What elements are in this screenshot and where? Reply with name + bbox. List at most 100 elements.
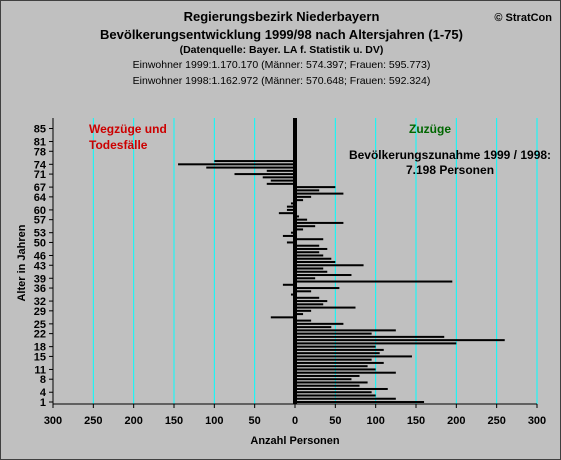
bar-age-41 [295,270,328,273]
bar-age-65 [295,192,344,195]
zero-axis [293,118,297,404]
bar-age-4 [295,391,372,394]
bar-age-50 [286,241,295,244]
bar-age-63 [295,199,304,202]
bar-age-19 [295,342,457,345]
y-tick-label: 32 [34,296,46,308]
bar-age-33 [295,296,320,299]
bar-age-42 [295,267,324,270]
summary-line1: Bevölkerungszunahme 1999 / 1998: [349,148,551,162]
bar-age-62 [290,202,295,205]
y-tick-label: 67 [34,182,46,194]
bar-age-52 [282,234,295,237]
bar-age-39 [295,277,316,280]
bar-age-16 [295,352,380,355]
x-tick-label: 50 [249,415,261,427]
summary-line2: 7.198 Personen [406,163,494,177]
x-axis-label: Anzahl Personen [250,435,340,447]
y-tick-label: 1 [40,397,46,409]
bar-age-9 [295,374,360,377]
bar-age-68 [266,182,295,185]
bar-age-21 [295,335,445,338]
bar-age-27 [270,316,295,319]
y-tick-label: 64 [34,192,47,204]
bar-age-48 [295,247,328,250]
x-tick-label: 200 [124,415,142,427]
bar-age-2 [295,397,396,400]
bar-age-8 [295,378,352,381]
bar-age-24 [295,326,332,329]
bar-age-74 [178,163,295,166]
bar-age-46 [295,254,324,257]
y-tick-label: 15 [34,351,46,363]
y-tick-label: 78 [34,146,46,158]
bar-age-59 [278,212,295,215]
bar-age-73 [206,166,295,169]
inflow-label: Zuzüge [409,122,451,136]
y-tick-label: 74 [34,159,47,171]
bar-age-67 [295,186,336,189]
y-tick-label: 57 [34,215,46,227]
bar-age-1 [295,401,425,403]
bar-age-30 [295,306,356,309]
x-tick-label: 150 [165,415,183,427]
y-tick-label: 22 [34,329,46,341]
bar-age-3 [295,394,376,397]
bar-age-12 [295,365,368,368]
y-tick-label: 18 [34,342,46,354]
bar-age-17 [295,348,384,351]
y-tick-label: 53 [34,228,46,240]
bar-age-15 [295,355,412,358]
bar-age-75 [214,160,295,163]
y-axis-label: Alter in Jahren [16,224,28,301]
bar-age-61 [286,205,295,208]
bar-age-34 [290,293,295,296]
y-tick-label: 81 [34,137,46,149]
bar-age-70 [262,176,295,179]
bar-age-18 [295,345,376,348]
x-tick-label: 300 [44,415,62,427]
chart-subtitle: Bevölkerungsentwicklung 1999/98 nach Alt… [100,27,463,42]
bar-age-72 [266,169,295,172]
bar-age-38 [295,280,453,283]
x-tick-label: 250 [84,415,102,427]
data-source: (Datenquelle: Bayer. LA f. Statistik u. … [179,44,384,56]
y-tick-label: 71 [34,169,46,181]
bar-age-58 [295,215,300,218]
outflow-label-line1: Wegzüge und [89,122,167,136]
x-tick-label: 150 [407,415,425,427]
bar-age-13 [295,361,384,364]
bar-age-45 [295,257,332,260]
x-tick-label: 100 [205,415,223,427]
x-tick-label: 250 [487,415,505,427]
bar-age-29 [295,309,312,312]
y-tick-label: 43 [34,260,46,272]
bar-age-26 [295,319,312,322]
y-tick-label: 11 [34,364,46,376]
y-tick-label: 25 [34,319,46,331]
bar-age-25 [295,322,344,325]
bar-age-20 [295,339,505,342]
bar-age-64 [295,195,312,198]
bar-age-28 [295,313,304,316]
y-tick-label: 50 [34,237,46,249]
bar-age-54 [295,228,304,231]
bar-age-5 [295,387,388,390]
y-tick-labels: 1481115182225293236394346505357606467717… [34,124,53,409]
bar-age-6 [295,384,360,387]
bar-age-23 [295,329,396,332]
bar-age-40 [295,274,352,277]
x-tick-label: 50 [329,415,341,427]
bar-age-51 [295,238,324,241]
y-tick-label: 36 [34,283,46,295]
y-tick-label: 39 [34,273,46,285]
bar-series [178,160,505,403]
bar-age-60 [286,208,295,211]
y-tick-label: 46 [34,250,46,262]
copyright: © StratCon [494,12,552,24]
chart-title: Regierungsbezirk Niederbayern [183,9,380,24]
bar-age-66 [295,189,320,192]
bar-age-43 [295,264,364,267]
